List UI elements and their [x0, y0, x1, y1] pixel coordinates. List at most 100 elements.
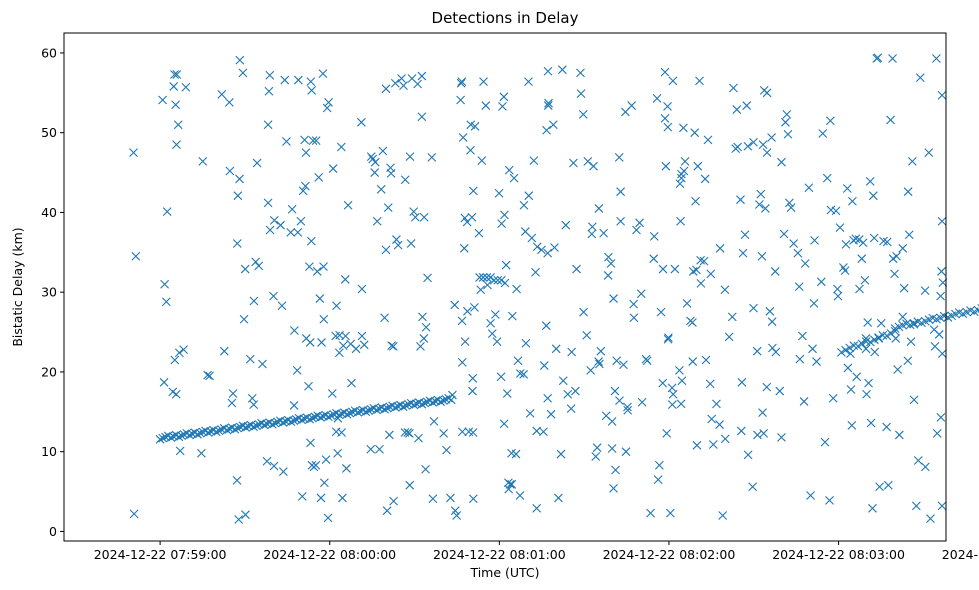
track-point — [270, 418, 280, 428]
detection-point — [421, 464, 430, 474]
track-point — [214, 426, 224, 436]
detection-point — [857, 254, 867, 264]
track-point — [195, 428, 205, 438]
detection-point — [305, 338, 315, 347]
detection-point — [883, 480, 893, 490]
detection-point — [340, 275, 350, 284]
track-point — [211, 427, 221, 437]
track-point — [158, 433, 168, 443]
chart-title: Detections in Delay — [432, 9, 579, 27]
detection-point — [579, 307, 588, 317]
detection-point — [604, 252, 613, 262]
detection-point — [696, 255, 706, 265]
track-point — [297, 415, 307, 425]
detection-point — [497, 219, 506, 228]
detection-point — [543, 66, 553, 76]
track-point — [233, 423, 242, 433]
detection-point — [490, 310, 500, 319]
detection-point — [825, 495, 834, 505]
detection-point — [911, 501, 921, 511]
detection-point — [498, 101, 507, 111]
detection-point — [322, 103, 332, 113]
detection-point — [740, 230, 750, 240]
detection-point — [338, 341, 348, 351]
detection-point — [476, 285, 486, 295]
detection-point — [873, 53, 883, 63]
detection-point — [572, 264, 581, 274]
y-tick-label: 60 — [41, 45, 57, 60]
detection-point — [696, 279, 706, 288]
detection-point — [276, 220, 285, 230]
detection-point — [755, 200, 764, 209]
x-tick-label: 2024-12-22 08:03:00 — [772, 547, 905, 562]
detection-point — [795, 354, 805, 364]
detection-point — [173, 120, 183, 130]
detection-point — [860, 275, 870, 285]
detection-point — [351, 344, 361, 354]
detection-point — [366, 444, 376, 454]
detection-point — [542, 125, 551, 135]
detection-point — [743, 450, 753, 460]
track-point — [857, 339, 867, 349]
detection-point — [765, 306, 775, 316]
detection-point — [931, 54, 941, 63]
detection-point — [481, 101, 491, 110]
detection-point — [777, 157, 786, 167]
detection-point — [557, 65, 567, 75]
plot-points — [129, 53, 979, 524]
detection-point — [159, 377, 169, 387]
detection-point — [502, 389, 512, 398]
detection-point — [452, 511, 462, 520]
detection-point — [733, 142, 743, 152]
detection-point — [566, 404, 576, 414]
detection-point — [324, 97, 333, 107]
detection-point — [507, 311, 517, 321]
detection-point — [357, 284, 367, 294]
track-point — [278, 418, 288, 427]
detection-point — [241, 510, 250, 520]
detection-point — [504, 165, 514, 175]
detection-point — [782, 109, 792, 119]
detection-point — [700, 174, 710, 184]
detection-point — [567, 347, 577, 357]
detection-point — [771, 347, 781, 357]
detection-point — [661, 161, 671, 171]
detection-point — [594, 357, 603, 366]
detection-point — [479, 77, 488, 87]
y-tick-label: 30 — [41, 285, 57, 300]
detection-point — [812, 357, 821, 366]
track-point — [185, 430, 194, 440]
detection-point — [238, 68, 248, 78]
track-point — [364, 406, 373, 415]
track-point — [380, 404, 389, 414]
detection-point — [847, 420, 857, 430]
detection-point — [595, 359, 604, 369]
detection-point — [316, 493, 326, 503]
detection-point — [460, 213, 470, 223]
detection-point — [370, 168, 380, 177]
x-tick-label: 2024-12-22 08:00:00 — [263, 547, 396, 562]
detection-point — [658, 264, 668, 274]
detection-point — [289, 401, 299, 410]
x-tick-label: 2024-12-22 08:01:00 — [433, 547, 566, 562]
detection-point — [926, 514, 935, 524]
detection-point — [753, 430, 762, 440]
detection-point — [646, 508, 655, 518]
detection-point — [388, 342, 398, 351]
detection-point — [251, 257, 261, 267]
detection-point — [376, 184, 386, 194]
detection-point — [292, 365, 302, 375]
detection-point — [290, 326, 299, 335]
x-tick-label: 2024-12-22 08:02:00 — [603, 547, 736, 562]
detection-point — [277, 301, 287, 311]
detection-point — [235, 55, 245, 65]
detection-point — [762, 148, 772, 158]
detection-point — [913, 456, 923, 465]
track-point — [493, 275, 503, 285]
detection-point — [539, 361, 549, 370]
detection-point — [789, 239, 799, 248]
detection-point — [861, 344, 871, 354]
detection-point — [563, 389, 573, 399]
detection-point — [599, 228, 609, 238]
detection-point — [846, 349, 855, 358]
